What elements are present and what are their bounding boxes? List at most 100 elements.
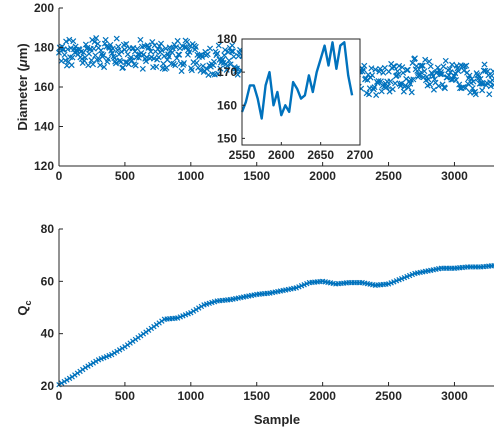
qc-point [188,310,194,316]
diameter-point [113,35,120,42]
diameter-point [442,57,449,64]
diameter-point [224,62,231,69]
diameter-point [229,42,236,49]
diameter-point [174,37,181,44]
inset-xtick-label: 2550 [229,148,256,162]
diameter-point [469,85,476,92]
qc-xtick-label: 0 [56,389,63,403]
diameter-point [422,56,429,63]
diameter-point [117,59,124,66]
diameter-point [452,70,459,77]
qc-point [109,351,115,358]
diameter-point [488,72,494,79]
diameter-point [169,45,176,52]
diameter-point [389,86,396,93]
qc-plot-area [59,229,494,386]
diameter-point [69,54,76,61]
diameter-point [158,40,165,47]
inset-ytick-label: 150 [217,131,237,145]
diameter-point [217,65,224,72]
diameter-point [105,55,112,62]
diameter-point [128,57,135,64]
diameter-point [486,91,493,98]
diameter-point [110,53,117,60]
qc-point [58,380,65,386]
diameter-point [122,59,129,66]
qc-point [116,347,123,353]
qc-ytick-label: 20 [41,379,55,393]
diameter-point [93,56,100,63]
qc-point [491,262,494,269]
diameter-point [64,46,71,53]
diameter-point [158,47,165,54]
diameter-point [132,62,139,69]
diameter-point [204,51,211,58]
diameter-point [97,62,104,69]
qc-series [56,262,494,388]
qc-panel: 0 500 1000 1500 2000 2500 3000 20 40 60 80 Qc Samp… [15,222,494,427]
diameter-point [227,61,234,68]
diameter-point [392,80,399,87]
diameter-point [399,64,406,71]
diameter-point [380,69,387,76]
diameter-point [440,63,447,70]
diameter-point [490,82,494,89]
inset-series [240,41,354,120]
diameter-point [63,38,70,45]
diameter-ytick-label: 180 [34,41,54,55]
diameter-point [233,65,240,72]
diameter-point [400,69,407,76]
qc-xtick-label: 1000 [177,389,204,403]
diameter-point [90,45,97,52]
diameter-point [146,44,153,51]
inset-ytick-label: 170 [217,65,237,79]
qc-point [61,378,67,385]
diameter-point [490,68,494,75]
qc-point [90,360,96,366]
diameter-point [369,72,376,79]
diameter-point [425,76,432,83]
qc-point [193,306,199,313]
diameter-point [419,62,426,69]
diameter-axes: 0 500 1000 1500 2000 2500 3000 120 140 160 180 200 [34,1,494,183]
diameter-point [91,38,98,45]
diameter-point [203,65,210,72]
inset-plot-area [241,38,361,146]
diameter-series [55,35,494,99]
diameter-point [181,43,188,51]
diameter-point [438,71,445,78]
diameter-point [466,72,473,79]
diameter-point [123,40,130,48]
qc-point [111,350,118,356]
diameter-point [184,51,191,58]
qc-point [85,363,91,369]
diameter-point [207,45,214,52]
diameter-point [470,78,477,85]
diameter-point [121,46,128,53]
diameter-point [118,48,125,55]
ylabel-unit: m) [15,43,30,59]
qc-point [190,308,197,314]
diameter-point [199,53,206,60]
diameter-ylabel: Diameter (μm) [15,43,30,130]
diameter-point [192,43,199,50]
diameter-point [477,75,484,82]
diameter-point [178,68,185,75]
diameter-point [210,58,218,65]
diameter-point [449,61,456,68]
diameter-point [173,55,180,62]
diameter-point [481,61,488,68]
diameter-point [364,76,371,83]
diameter-point [475,72,482,79]
diameter-point [112,60,119,67]
diameter-xtick-label: 500 [115,169,135,183]
diameter-point [93,35,100,42]
diameter-point [163,64,170,71]
diameter-point [214,50,221,57]
qc-ylabel-sub: c [23,300,33,305]
diameter-point [120,64,127,71]
diameter-point [487,83,494,90]
qc-xtick-label: 2000 [309,389,336,403]
qc-xtick-label: 2500 [375,389,402,403]
diameter-point [109,45,116,52]
